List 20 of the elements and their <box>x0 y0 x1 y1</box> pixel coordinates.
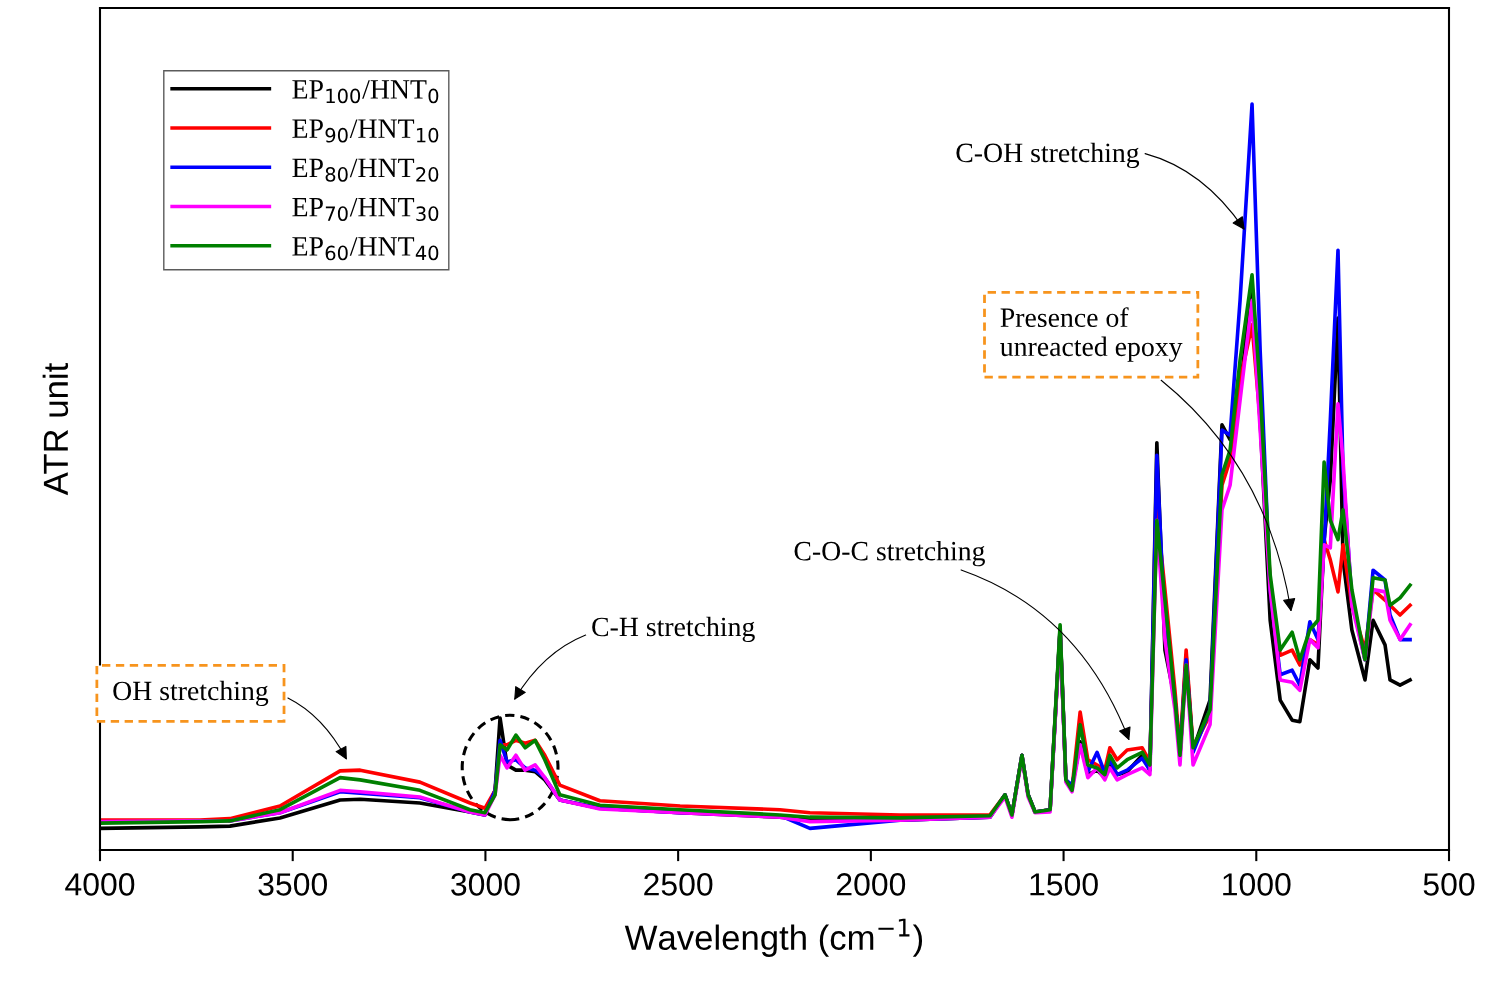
x-axis-title: Wavelength (cm$^{−1}$) <box>624 918 923 957</box>
x-tick-label: 2500 <box>644 873 713 896</box>
x-tick-label: 1500 <box>1030 873 1098 896</box>
x-tick-label: 1000 <box>1223 873 1291 896</box>
annotation: C-O-C stretching <box>794 540 985 567</box>
x-tick-label: 2000 <box>836 873 906 896</box>
x-tick-label: 3500 <box>258 873 327 896</box>
annotation: C-H stretching <box>592 616 755 643</box>
annotation: OH stretching <box>113 680 269 707</box>
legend-label: EP$_{90}$/HNT$_{10}$ <box>292 119 439 143</box>
legend-label: EP$_{80}$/HNT$_{20}$ <box>292 158 439 182</box>
legend-label: EP$_{100}$/HNT$_{0}$ <box>292 80 439 104</box>
y-axis-title: ATR unit <box>42 363 69 496</box>
annotation: C-OH stretching <box>956 142 1140 168</box>
legend-label: EP$_{60}$/HNT$_{40}$ <box>292 237 439 261</box>
x-tick-label: 500 <box>1423 873 1475 896</box>
x-tick-label: 3000 <box>451 873 520 896</box>
annotation: Presence of unreacted epoxy <box>1000 307 1183 362</box>
legend-label: EP$_{70}$/HNT$_{30}$ <box>292 197 439 222</box>
x-tick-label: 4000 <box>65 873 135 896</box>
